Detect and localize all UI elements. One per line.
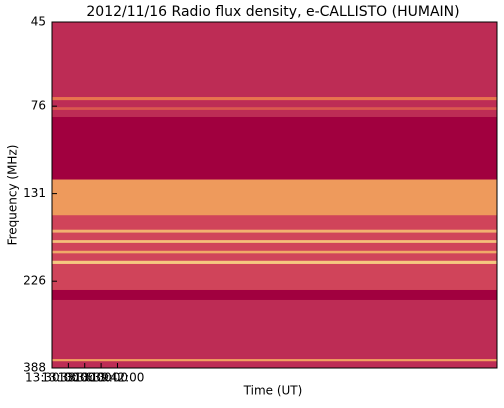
x-tick-label: 13:42:00 [91, 371, 145, 385]
band [52, 97, 497, 101]
y-tick-label: 226 [23, 274, 46, 288]
band [52, 179, 497, 216]
x-axis-label: Time (UT) [243, 384, 303, 398]
y-tick-label: 45 [31, 15, 46, 29]
x-tick-label: 13:30:00 [25, 371, 79, 385]
x-tick-label: 13:36:00 [58, 371, 112, 385]
band [52, 260, 497, 264]
y-axis-label: Frequency (MHz) [6, 145, 20, 246]
chart-title: 2012/11/16 Radio flux density, e-CALLIST… [86, 4, 459, 20]
plot-frame [51, 21, 498, 369]
band [52, 107, 497, 110]
x-tick-label: 13:39:00 [74, 371, 128, 385]
y-tick-label: 76 [31, 99, 46, 113]
band [52, 250, 497, 254]
band [52, 116, 497, 180]
x-tick-label: 13:33:00 [41, 371, 95, 385]
band [52, 289, 497, 300]
band [52, 359, 497, 362]
y-tick-label: 131 [23, 186, 46, 200]
y-tick-label: 388 [23, 361, 46, 375]
band [52, 229, 497, 233]
band [52, 240, 497, 243]
